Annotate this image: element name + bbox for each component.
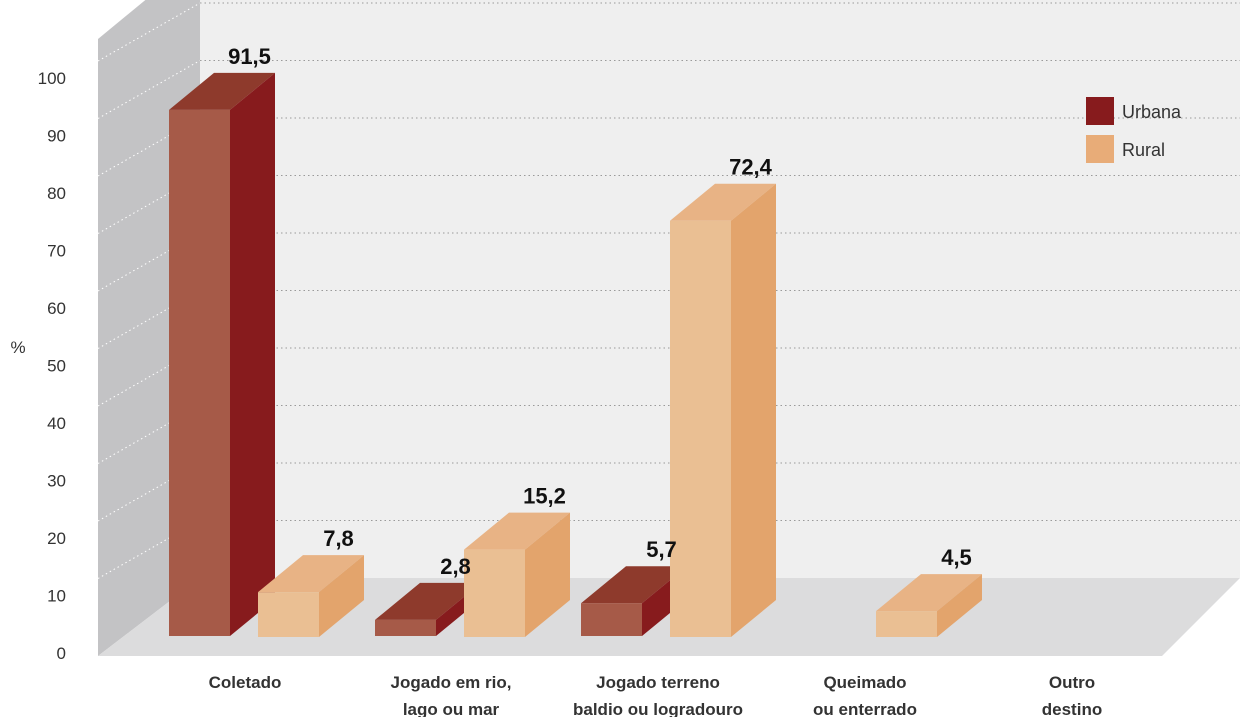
bar-front-face bbox=[169, 109, 230, 636]
bar-value-label: 5,7 bbox=[646, 537, 677, 562]
gridline-side bbox=[97, 175, 201, 234]
bar-front-face bbox=[581, 603, 642, 636]
category-label: Jogado terreno bbox=[596, 673, 720, 692]
gridline-side bbox=[97, 347, 201, 407]
bar-side-face bbox=[230, 72, 275, 636]
bar-value-label: 2,8 bbox=[440, 554, 471, 579]
gridline-side bbox=[97, 232, 201, 292]
y-tick-label: 0 bbox=[57, 644, 66, 663]
bar-top-face bbox=[258, 555, 364, 593]
y-tick-label: 20 bbox=[47, 529, 66, 548]
bar-front-face bbox=[258, 592, 319, 637]
bar-side-face bbox=[937, 574, 982, 637]
gridline-side bbox=[97, 60, 201, 119]
bar-top-face bbox=[670, 183, 776, 221]
bar-value-label: 15,2 bbox=[523, 484, 566, 509]
category-labels: Coletado Jogado em rio, lago ou mar Jogado … bbox=[209, 673, 1103, 719]
bar-front-face bbox=[464, 549, 525, 637]
bar-top-face bbox=[876, 574, 982, 612]
y-axis-ticks: 0 10 20 30 40 50 60 70 80 90 100 bbox=[38, 69, 66, 663]
y-tick-label: 80 bbox=[47, 184, 66, 203]
gridline-side bbox=[97, 405, 201, 464]
gridline-side bbox=[97, 462, 201, 522]
y-tick-label: 60 bbox=[47, 299, 66, 318]
category-label: lago ou mar bbox=[403, 700, 500, 717]
bar-side-face bbox=[731, 183, 776, 637]
y-tick-label: 90 bbox=[47, 127, 66, 146]
y-tick-label: 40 bbox=[47, 414, 66, 433]
bar-top-face bbox=[169, 72, 275, 110]
value-labels: 91,5 7,8 2,8 15,2 5,7 72,4 4,5 bbox=[228, 44, 972, 579]
bar-value-label: 4,5 bbox=[941, 545, 972, 570]
bar-urbana-0 bbox=[169, 72, 275, 636]
bar-side-face bbox=[525, 512, 570, 637]
y-tick-label: 50 bbox=[47, 357, 66, 376]
bar-rural-3 bbox=[876, 574, 982, 637]
legend-label: Urbana bbox=[1122, 102, 1182, 122]
category-label: ou enterrado bbox=[813, 700, 917, 717]
bars bbox=[169, 72, 982, 637]
bar-value-label: 7,8 bbox=[323, 526, 354, 551]
bar-front-face bbox=[670, 220, 731, 637]
bar-top-face bbox=[464, 512, 570, 550]
bar-value-label: 72,4 bbox=[729, 155, 773, 180]
y-axis-unit-label: % bbox=[10, 338, 25, 357]
category-label: Queimado bbox=[823, 673, 906, 692]
bar-top-face bbox=[375, 582, 481, 620]
bar-value-label: 91,5 bbox=[228, 44, 271, 69]
y-tick-label: 70 bbox=[47, 242, 66, 261]
gridline-side bbox=[97, 117, 201, 177]
gridline-side bbox=[97, 290, 201, 349]
legend: Urbana Rural bbox=[1086, 97, 1182, 163]
bar-rural-1 bbox=[464, 512, 570, 637]
bar-front-face bbox=[876, 611, 937, 637]
y-tick-label: 10 bbox=[47, 587, 66, 606]
category-label: Coletado bbox=[209, 673, 282, 692]
bar-top-face bbox=[581, 566, 687, 604]
y-tick-label: 30 bbox=[47, 472, 66, 491]
gridline-side bbox=[97, 2, 201, 62]
category-label: destino bbox=[1042, 700, 1102, 717]
gridlines bbox=[97, 2, 1240, 579]
category-label: Jogado em rio, bbox=[391, 673, 512, 692]
legend-swatch bbox=[1086, 135, 1114, 163]
category-label: baldio ou logradouro bbox=[573, 700, 743, 717]
bar-rural-2 bbox=[670, 183, 776, 637]
bar-front-face bbox=[375, 619, 436, 636]
category-label: Outro bbox=[1049, 673, 1095, 692]
legend-label: Rural bbox=[1122, 140, 1165, 160]
gridline-side bbox=[97, 520, 201, 579]
bar-side-face bbox=[319, 555, 364, 637]
legend-swatch bbox=[1086, 97, 1114, 125]
y-tick-label: 100 bbox=[38, 69, 66, 88]
bar-rural-0 bbox=[258, 555, 364, 637]
